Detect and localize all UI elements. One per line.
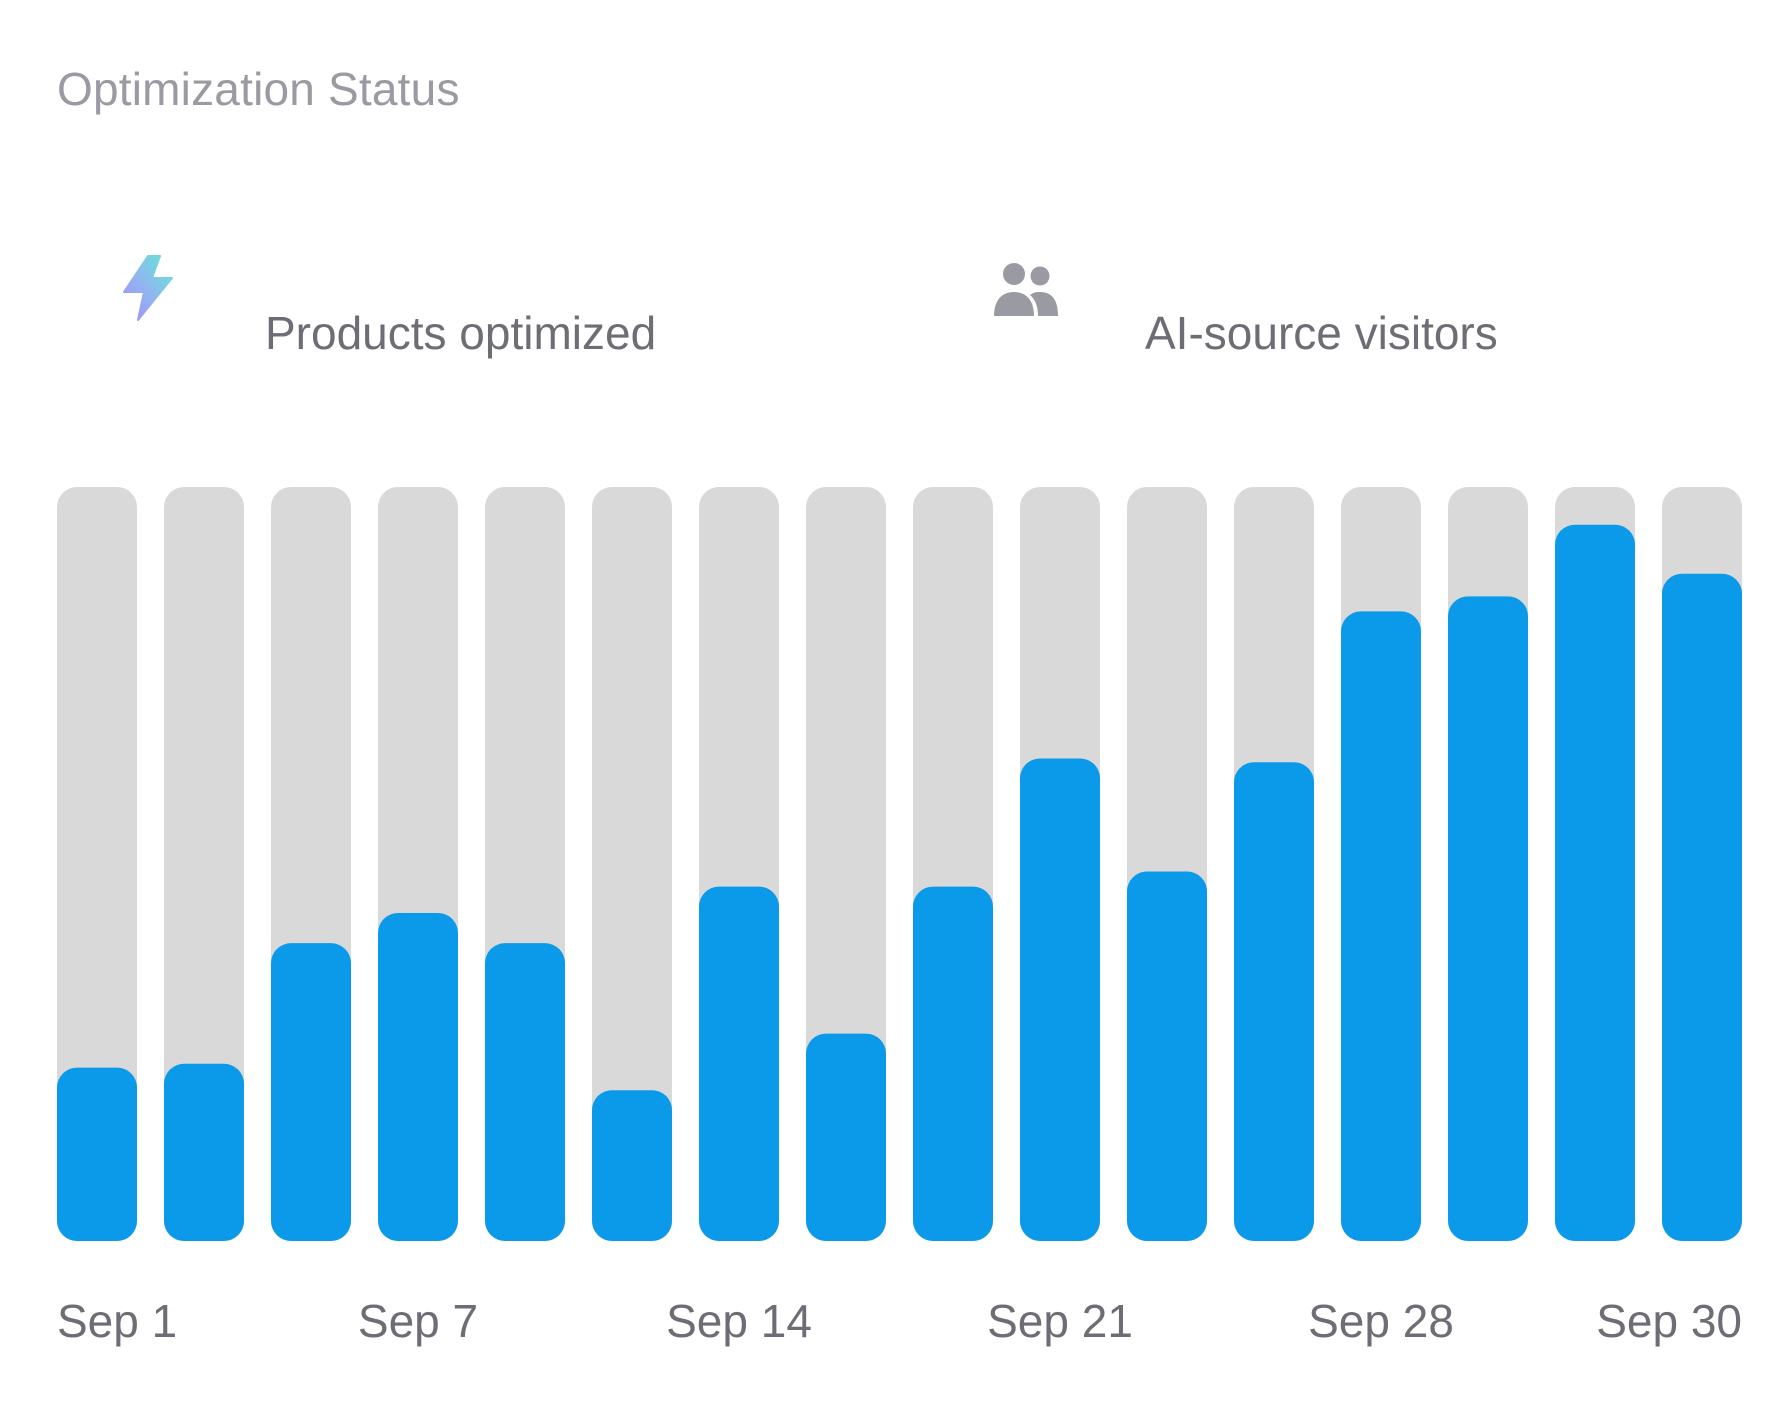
legend-label-visitors: AI-source visitors (1145, 307, 1498, 359)
bar-products-optimized[interactable] (1341, 611, 1421, 1241)
bar-products-optimized[interactable] (1555, 524, 1635, 1241)
bar-products-optimized[interactable] (1020, 758, 1100, 1241)
bar-track (57, 487, 137, 1241)
bar-track (592, 487, 672, 1241)
bar-products-optimized[interactable] (1234, 762, 1314, 1241)
bar-products-optimized[interactable] (592, 1090, 672, 1241)
bar-products-optimized[interactable] (1127, 871, 1207, 1241)
people-icon (994, 263, 1058, 316)
x-tick-label: Sep 1 (57, 1295, 178, 1347)
x-tick-label: Sep 7 (357, 1295, 479, 1347)
bar-track (164, 487, 244, 1241)
x-tick-label: Sep 30 (1596, 1295, 1742, 1347)
bar-products-optimized[interactable] (164, 1063, 244, 1241)
lightning-bolt-icon (123, 255, 173, 321)
bar-products-optimized[interactable] (913, 886, 993, 1241)
bar-products-optimized[interactable] (271, 943, 351, 1241)
bar-products-optimized[interactable] (57, 1067, 137, 1241)
bar-products-optimized[interactable] (699, 886, 779, 1241)
x-tick-label: Sep 14 (666, 1295, 812, 1347)
bar-products-optimized[interactable] (485, 943, 565, 1241)
bar-products-optimized[interactable] (806, 1033, 886, 1241)
legend-label-products: Products optimized (265, 307, 657, 359)
bar-products-optimized[interactable] (1448, 596, 1528, 1241)
bar-products-optimized[interactable] (1662, 573, 1742, 1241)
x-tick-label: Sep 28 (1308, 1295, 1454, 1347)
x-tick-label: Sep 21 (987, 1295, 1133, 1347)
bar-products-optimized[interactable] (378, 913, 458, 1241)
chart-title: Optimization Status (57, 63, 460, 115)
